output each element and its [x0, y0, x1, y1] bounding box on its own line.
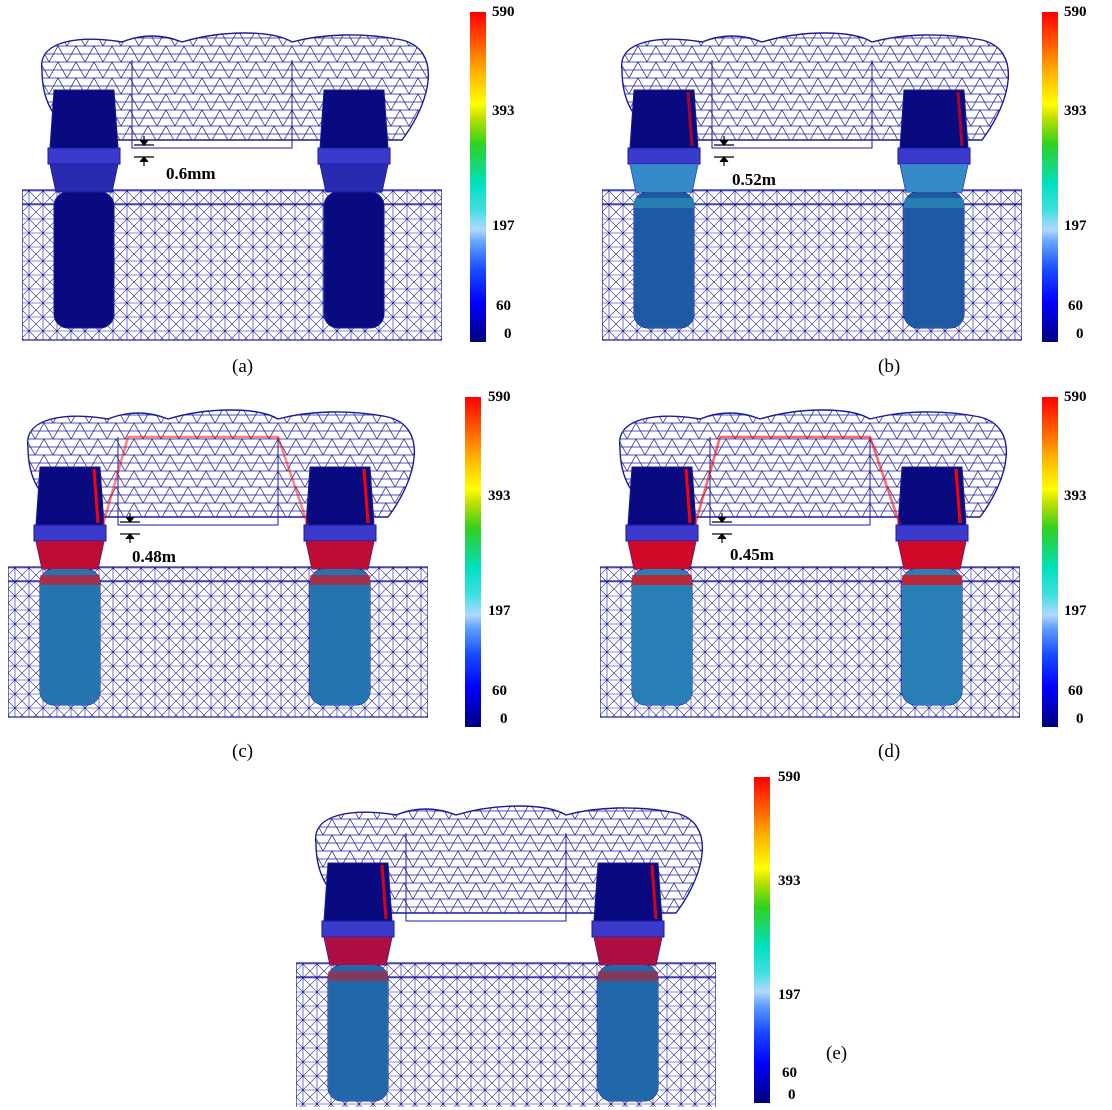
tick-590: 590	[1064, 389, 1087, 405]
fem-model-c	[8, 409, 428, 718]
tick-590: 590	[492, 4, 515, 20]
tick-0: 0	[500, 711, 508, 727]
tick-0: 0	[1076, 326, 1084, 342]
tick-60: 60	[782, 1065, 797, 1081]
tick-0: 0	[1076, 711, 1084, 727]
gap-label-c: 0.48m	[132, 547, 176, 566]
caption-d: (d)	[878, 741, 901, 762]
tick-393: 393	[1064, 488, 1087, 504]
colorbar-e	[754, 777, 770, 1103]
tick-197: 197	[778, 987, 801, 1003]
tick-590: 590	[488, 389, 511, 405]
tick-197: 197	[1064, 603, 1087, 619]
tick-60: 60	[1068, 298, 1083, 314]
tick-197: 197	[492, 218, 515, 234]
fem-model-b	[602, 32, 1022, 341]
tick-197: 197	[488, 603, 511, 619]
tick-0: 0	[504, 326, 512, 342]
panel-e: 590 393 197 60 0 (e)	[280, 765, 880, 1110]
tick-393: 393	[778, 873, 801, 889]
tick-393: 393	[488, 488, 511, 504]
tick-393: 393	[1064, 103, 1087, 119]
tick-60: 60	[1068, 683, 1083, 699]
caption-e: (e)	[826, 1043, 848, 1064]
gap-label-d: 0.45m	[730, 545, 774, 564]
panel-a: 590 393 197 60 0 0.6mm (a)	[0, 0, 556, 385]
tick-60: 60	[496, 298, 511, 314]
panel-c: 590 393 197 60 0 0.48m (c)	[0, 385, 556, 765]
tick-197: 197	[1064, 218, 1087, 234]
fem-model-d	[600, 409, 1020, 718]
caption-a: (a)	[232, 356, 254, 377]
colorbar-a	[470, 12, 486, 342]
colorbar-c	[465, 397, 481, 727]
caption-b: (b)	[878, 356, 901, 377]
caption-c: (c)	[232, 741, 254, 762]
tick-590: 590	[778, 769, 801, 785]
tick-60: 60	[492, 683, 507, 699]
gap-label-b: 0.52m	[732, 170, 776, 189]
gap-label-a: 0.6mm	[166, 164, 216, 183]
fem-model-e	[296, 805, 716, 1107]
fem-model-a	[22, 32, 442, 341]
tick-590: 590	[1064, 4, 1087, 20]
tick-0: 0	[788, 1087, 796, 1103]
panel-d: 590 393 197 60 0 0.45m (d)	[580, 385, 1112, 765]
panel-b: 590 393 197 60 0 0.52m (b)	[580, 0, 1112, 385]
colorbar-d	[1042, 397, 1058, 727]
colorbar-b	[1042, 12, 1058, 342]
tick-393: 393	[492, 103, 515, 119]
